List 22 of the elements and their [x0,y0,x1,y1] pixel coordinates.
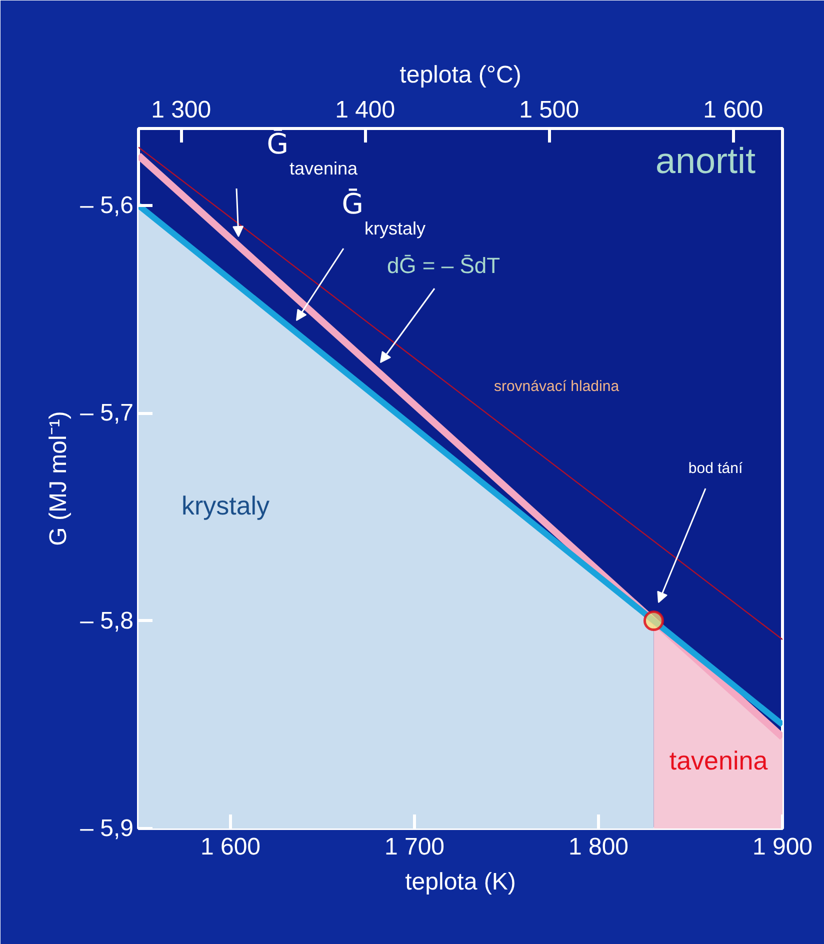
y-tick-label: – 5,9 [80,815,134,842]
y-tick-label: – 5,7 [80,400,134,427]
x2-tick-label: 1 600 [703,96,764,124]
x-axis-title: teplota (K) [405,868,516,896]
x2-axis-title: teplota (°C) [400,62,522,88]
x2-tick-label: 1 500 [519,96,580,124]
x2-tick-label: 1 300 [151,96,212,124]
y-tick-label: – 5,8 [80,607,134,634]
annotation: bod tání [688,460,744,477]
annotation: srovnávací hladina [494,378,620,395]
annotation: dḠ = – S̄dT [386,253,500,278]
x-tick-label: 1 600 [200,834,261,860]
annotation: krystaly [181,490,270,520]
annotation: Ḡkrystaly [342,188,426,238]
x-tick-label: 1 700 [384,834,445,860]
x-tick-label: 1 800 [568,834,629,860]
y-tick-label: – 5,6 [80,192,134,219]
annotation: tavenina [669,746,768,776]
annotation: anortit [655,140,756,181]
x2-tick-label: 1 400 [335,96,396,124]
y-axis-title: G (MJ mol⁻¹) [45,411,72,546]
x-tick-label: 1 900 [752,834,813,860]
